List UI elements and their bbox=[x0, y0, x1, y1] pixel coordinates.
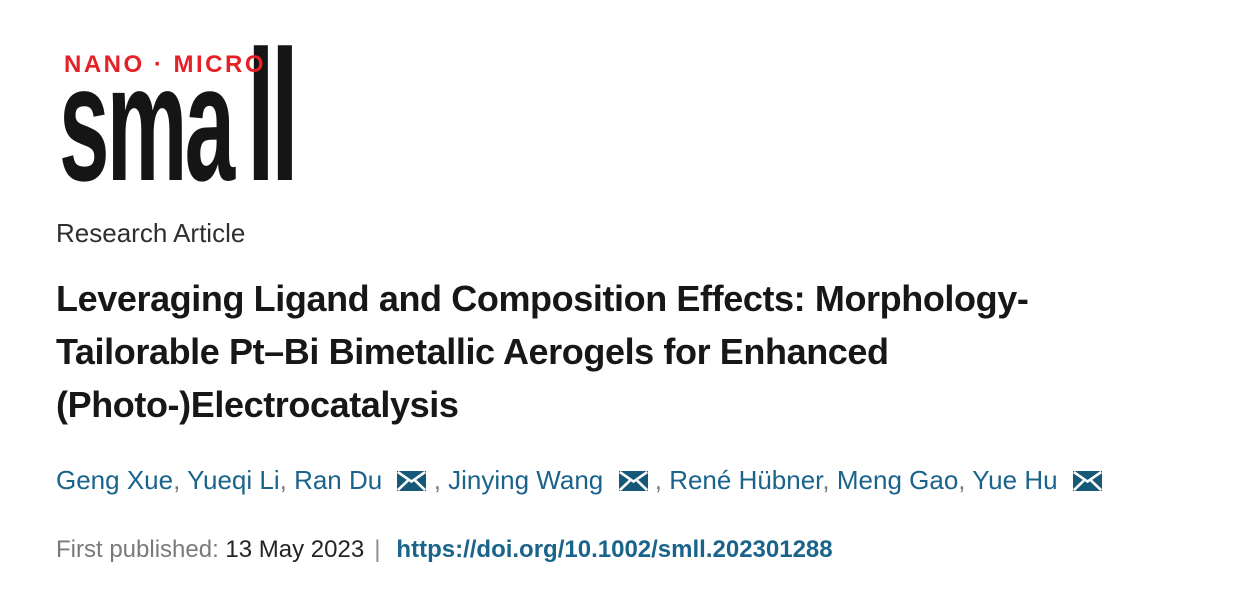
author-separator: , bbox=[279, 465, 295, 495]
author-link[interactable]: Ran Du bbox=[294, 465, 383, 495]
article-title: Leveraging Ligand and Composition Effect… bbox=[56, 272, 1029, 431]
article-title-line: Tailorable Pt–Bi Bimetallic Aerogels for… bbox=[56, 331, 889, 372]
author-link[interactable]: René Hübner bbox=[669, 465, 823, 495]
email-icon[interactable] bbox=[397, 470, 427, 492]
wordmark-sma: sma bbox=[59, 31, 235, 215]
author-separator: , bbox=[173, 465, 188, 495]
author-link[interactable]: Jinying Wang bbox=[448, 465, 604, 495]
journal-wordmark: sma ll bbox=[59, 13, 299, 220]
article-type-label: Research Article bbox=[56, 218, 246, 248]
publine-divider: | bbox=[374, 536, 381, 563]
article-title-line: Leveraging Ligand and Composition Effect… bbox=[56, 278, 1029, 319]
author-link[interactable]: Geng Xue bbox=[56, 465, 174, 495]
email-icon[interactable] bbox=[618, 470, 648, 492]
journal-tagline: NANO · MICRO bbox=[64, 51, 266, 78]
author-separator: , bbox=[654, 465, 670, 495]
wordmark-ll: ll bbox=[246, 13, 299, 220]
author-link[interactable]: Yue Hu bbox=[972, 465, 1058, 495]
doi-link[interactable]: https://doi.org/10.1002/smll.202301288 bbox=[396, 536, 833, 563]
author-separator: , bbox=[822, 465, 837, 495]
article-title-line: (Photo-)Electrocatalysis bbox=[56, 384, 459, 425]
journal-logo[interactable]: NANO · MICRO sma ll bbox=[55, 24, 355, 210]
author-list: Geng Xue, Yueqi Li, Ran Du , Jinying Wan… bbox=[56, 463, 1102, 497]
author-separator: , bbox=[433, 465, 449, 495]
publication-info: First published: 13 May 2023 | https://doi… bbox=[56, 534, 833, 566]
author-link[interactable]: Meng Gao bbox=[836, 465, 959, 495]
first-published-date: 13 May 2023 bbox=[225, 536, 365, 563]
author-separator: , bbox=[958, 465, 973, 495]
author-link[interactable]: Yueqi Li bbox=[187, 465, 280, 495]
first-published-label: First published: bbox=[56, 536, 219, 563]
email-icon[interactable] bbox=[1072, 470, 1102, 492]
